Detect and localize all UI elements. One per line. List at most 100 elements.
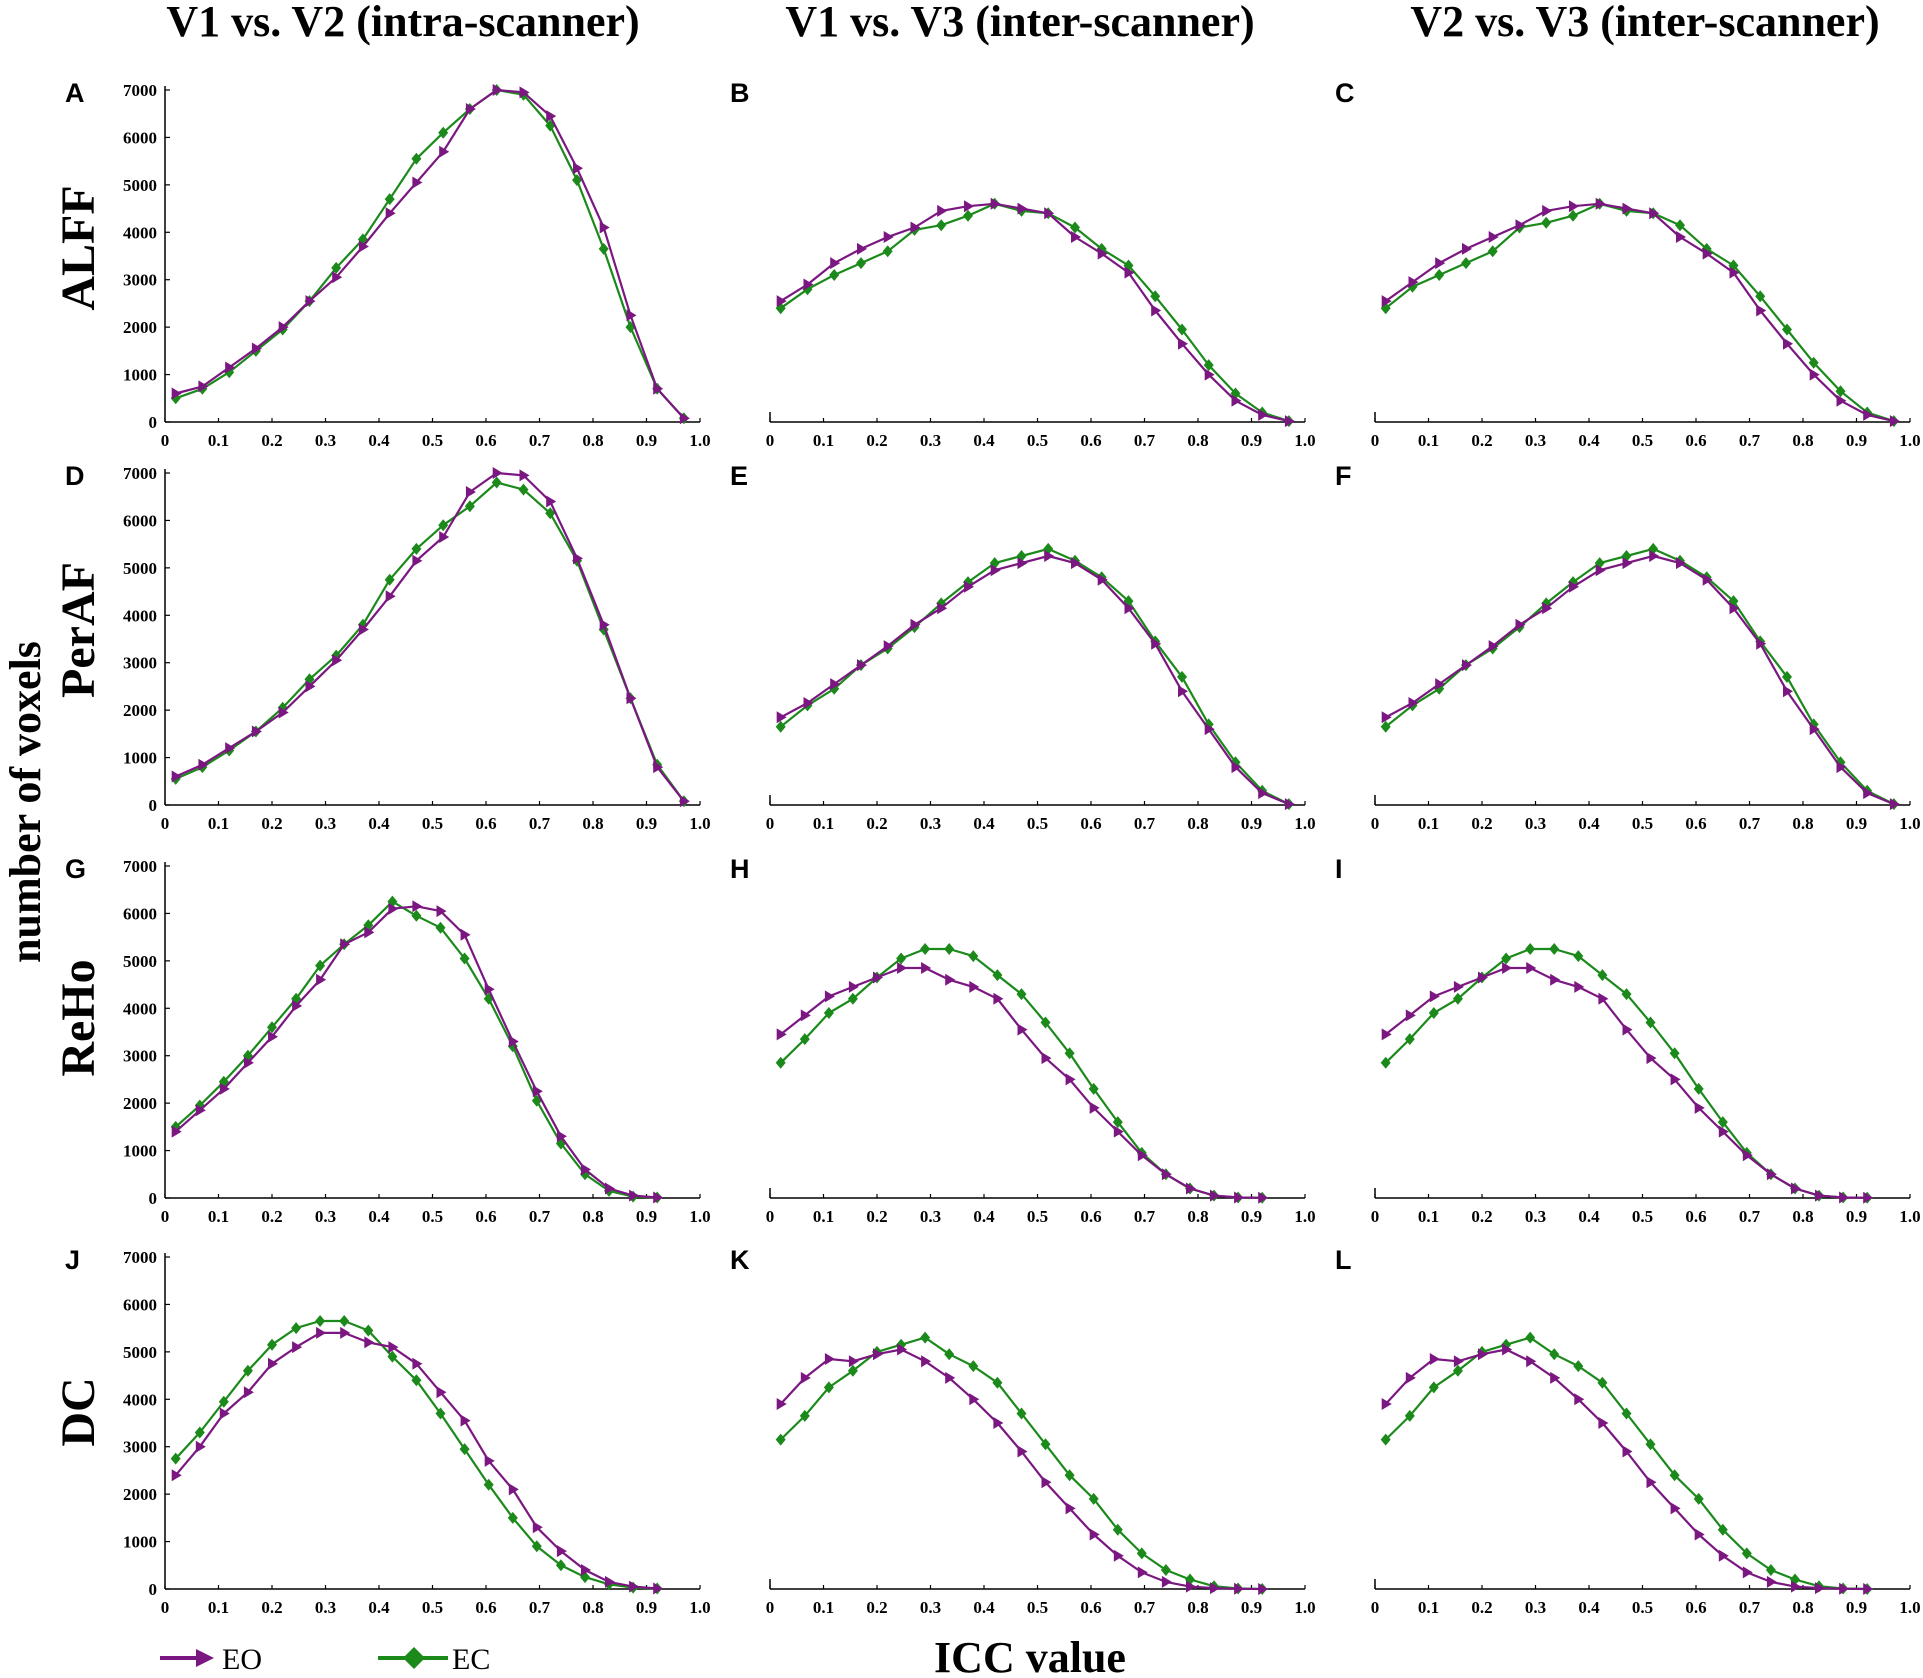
data-point-b-eo-19 (1284, 415, 1295, 428)
data-point-l-ec-15 (1741, 1547, 1752, 1560)
x-tick-label-j-4: 0.4 (368, 1598, 390, 1617)
y-tick-label-d-2000: 2000 (123, 701, 157, 720)
x-tick-label-a-1: 0.1 (208, 431, 229, 450)
x-tick-label-k-7: 0.7 (1134, 1598, 1156, 1617)
data-point-e-eo-8 (990, 564, 1001, 577)
data-point-c-eo-16 (1809, 368, 1820, 381)
data-point-i-ec-3 (1452, 992, 1463, 1005)
x-tick-label-e-5: 0.5 (1027, 814, 1048, 833)
data-point-c-ec-16 (1808, 356, 1819, 369)
x-tick-label-h-10: 1.0 (1294, 1207, 1315, 1226)
data-point-h-ec-13 (1088, 1082, 1099, 1095)
data-point-b-ec-7 (963, 209, 973, 222)
x-tick-label-i-3: 0.3 (1525, 1207, 1546, 1226)
data-point-d-eo-19 (679, 795, 690, 808)
data-point-a-eo-7 (358, 240, 369, 253)
x-tick-label-b-0: 0 (766, 431, 775, 450)
y-tick-label-j-0: 0 (149, 1580, 158, 1599)
y-tick-label-g-0: 0 (149, 1189, 158, 1208)
data-point-i-ec-6 (1525, 943, 1536, 955)
x-tick-label-h-8: 0.8 (1187, 1207, 1208, 1226)
data-point-e-eo-18 (1258, 787, 1269, 800)
data-point-i-eo-0 (1381, 1028, 1392, 1041)
data-point-g-ec-10 (411, 909, 422, 922)
data-point-l-eo-8 (1574, 1393, 1585, 1406)
data-point-f-eo-15 (1783, 685, 1793, 698)
data-point-i-eo-4 (1478, 971, 1488, 984)
y-tick-label-j-7000: 7000 (123, 1248, 157, 1267)
data-point-c-eo-0 (1381, 295, 1392, 308)
x-tick-label-b-2: 0.2 (866, 431, 887, 450)
data-point-a-eo-5 (305, 295, 316, 308)
data-point-f-eo-3 (1462, 659, 1472, 672)
data-point-f-eo-12 (1702, 573, 1713, 586)
data-point-j-ec-0 (170, 1452, 181, 1465)
data-point-g-eo-17 (581, 1163, 591, 1176)
data-point-c-eo-5 (1515, 219, 1526, 232)
data-point-j-ec-5 (291, 1322, 302, 1335)
data-point-k-eo-2 (824, 1353, 835, 1365)
data-point-l-eo-2 (1429, 1353, 1440, 1365)
x-tick-label-h-5: 0.5 (1027, 1207, 1048, 1226)
x-tick-label-c-5: 0.5 (1632, 431, 1653, 450)
data-point-k-ec-1 (799, 1409, 810, 1422)
data-point-l-ec-16 (1765, 1564, 1776, 1576)
data-point-g-eo-4 (268, 1030, 278, 1043)
data-point-i-ec-11 (1645, 1016, 1656, 1029)
data-point-b-ec-3 (856, 257, 866, 270)
data-point-j-eo-17 (581, 1564, 591, 1576)
data-point-h-eo-7 (945, 973, 956, 986)
data-point-b-eo-7 (964, 200, 974, 213)
data-point-d-eo-16 (599, 618, 610, 631)
data-point-k-eo-4 (873, 1348, 883, 1361)
y-tick-label-g-5000: 5000 (123, 952, 157, 971)
data-point-e-eo-14 (1151, 637, 1162, 650)
data-point-i-eo-11 (1646, 1052, 1657, 1065)
data-point-l-ec-11 (1645, 1438, 1656, 1451)
x-tick-label-l-9: 0.9 (1846, 1598, 1867, 1617)
data-point-i-eo-19 (1839, 1191, 1850, 1204)
data-point-g-eo-5 (292, 999, 303, 1012)
data-point-b-eo-17 (1231, 394, 1242, 407)
x-tick-label-k-1: 0.1 (813, 1598, 834, 1617)
data-point-l-eo-15 (1742, 1566, 1753, 1579)
column-header-1: V1 vs. V2 (intra-scanner) (166, 0, 639, 46)
x-axis-label: ICC value (934, 1633, 1126, 1678)
series-line-d-ec (175, 481, 685, 802)
x-tick-label-f-7: 0.7 (1739, 814, 1761, 833)
data-point-k-ec-13 (1088, 1492, 1099, 1505)
data-point-i-ec-8 (1573, 950, 1584, 963)
data-point-j-eo-8 (364, 1336, 375, 1349)
series-line-k-eo (779, 1348, 1263, 1591)
data-point-l-ec-6 (1525, 1331, 1536, 1344)
x-tick-label-e-3: 0.3 (920, 814, 941, 833)
x-tick-label-c-0: 0 (1371, 431, 1380, 450)
data-point-b-eo-5 (910, 221, 921, 234)
x-tick-label-k-3: 0.3 (920, 1598, 941, 1617)
x-tick-label-j-5: 0.5 (422, 1598, 443, 1617)
x-tick-label-l-4: 0.4 (1578, 1598, 1600, 1617)
x-tick-label-c-2: 0.2 (1471, 431, 1492, 450)
y-tick-label-a-0: 0 (149, 413, 158, 432)
data-point-e-eo-10 (1044, 550, 1055, 562)
data-point-g-eo-9 (388, 902, 399, 915)
data-point-c-ec-15 (1782, 323, 1792, 336)
series-line-d-eo (175, 471, 685, 802)
x-tick-label-f-1: 0.1 (1418, 814, 1439, 833)
data-point-e-ec-15 (1177, 670, 1187, 683)
data-point-j-ec-1 (194, 1426, 205, 1439)
x-tick-label-b-10: 1.0 (1294, 431, 1315, 450)
x-tick-label-g-7: 0.7 (529, 1207, 551, 1226)
x-tick-label-j-10: 1.0 (689, 1598, 710, 1617)
data-point-i-eo-8 (1574, 980, 1585, 993)
x-tick-label-h-2: 0.2 (866, 1207, 887, 1226)
data-point-h-eo-9 (993, 992, 1004, 1005)
x-tick-label-j-8: 0.8 (582, 1598, 603, 1617)
series-line-e-ec (780, 547, 1290, 806)
y-tick-label-d-6000: 6000 (123, 511, 157, 530)
x-tick-label-b-3: 0.3 (920, 431, 941, 450)
data-point-a-eo-2 (225, 361, 236, 374)
data-point-g-eo-20 (653, 1191, 664, 1204)
data-point-i-ec-1 (1404, 1033, 1415, 1046)
series-line-l-eo (1384, 1348, 1868, 1591)
